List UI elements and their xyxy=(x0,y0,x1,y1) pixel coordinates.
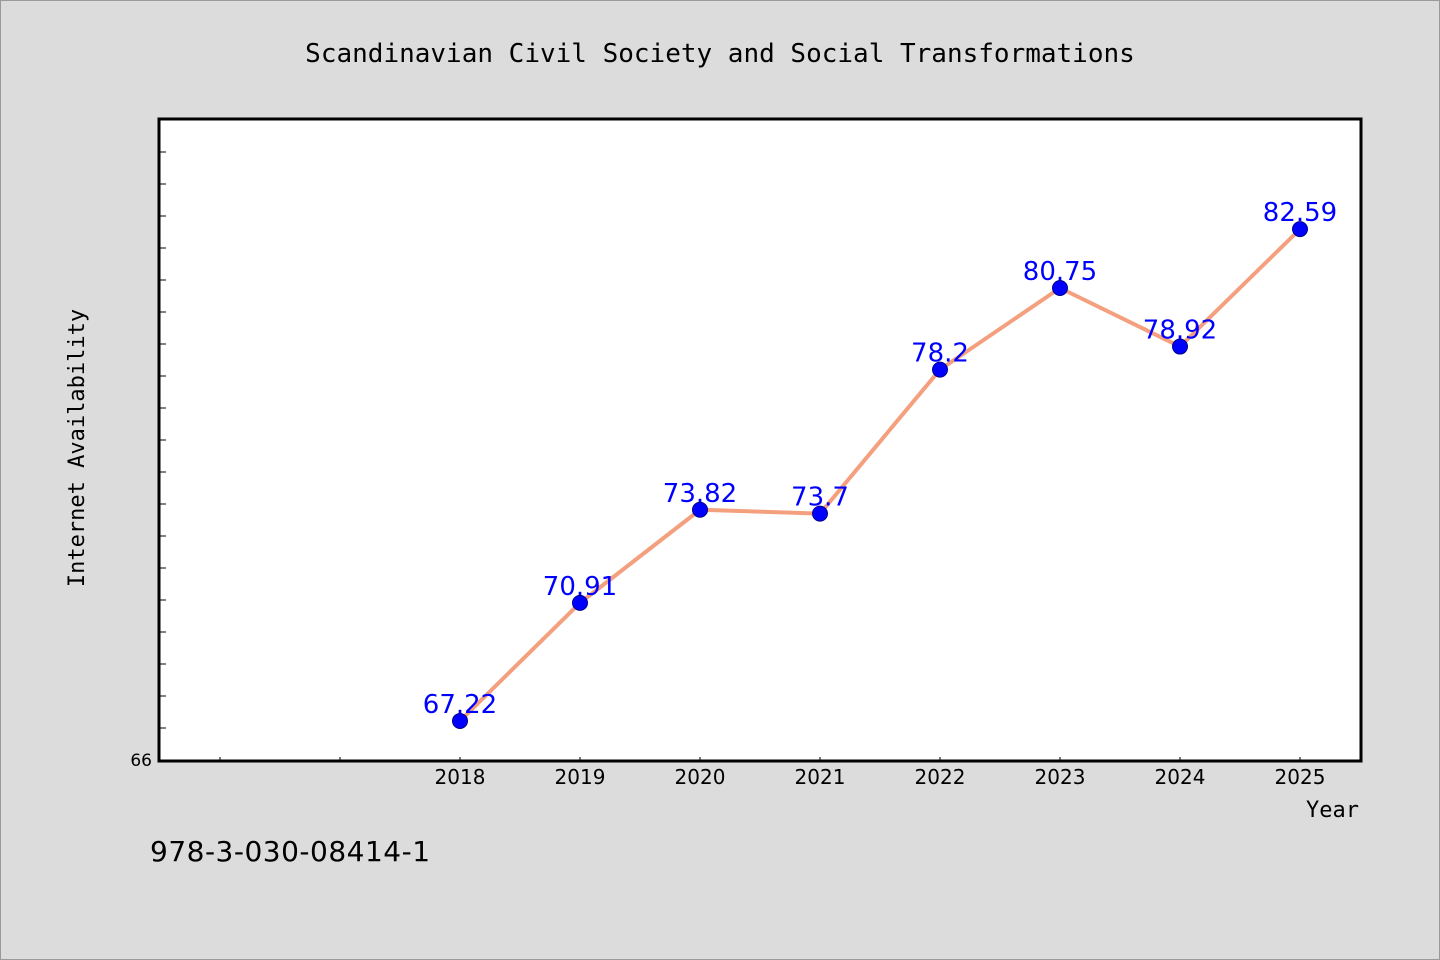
data-label: 73.7 xyxy=(791,483,849,513)
data-label: 78.2 xyxy=(911,339,969,369)
data-markers xyxy=(452,221,1308,729)
isbn-footnote: 978-3-030-08414-1 xyxy=(150,835,431,868)
chart-title: Scandinavian Civil Society and Social Tr… xyxy=(305,39,1135,69)
data-label: 82.59 xyxy=(1263,198,1337,228)
data-label: 67.22 xyxy=(423,690,497,720)
data-point xyxy=(1172,338,1188,355)
data-label: 80.75 xyxy=(1023,257,1097,287)
plot-area xyxy=(157,117,1363,763)
data-point xyxy=(452,712,468,729)
x-axis-label: Year xyxy=(1306,798,1359,823)
data-point xyxy=(572,594,588,611)
x-tick-label: 2020 xyxy=(675,765,726,789)
x-axis-ticks: 2018 2019 2020 2021 2022 2023 2024 2025 xyxy=(219,757,1326,789)
x-tick-label: 2025 xyxy=(1275,765,1326,789)
series-line xyxy=(458,227,1302,723)
data-point xyxy=(932,361,948,378)
y-axis-ticks: 66 xyxy=(130,151,166,771)
data-point xyxy=(1292,221,1308,238)
y-axis-label: Internet Availability xyxy=(65,309,90,587)
y-tick-label: 66 xyxy=(130,751,152,771)
x-tick-label: 2021 xyxy=(795,765,846,789)
x-tick-label: 2022 xyxy=(915,765,966,789)
data-label: 73.82 xyxy=(663,479,737,509)
data-point xyxy=(692,501,708,518)
x-tick-label: 2024 xyxy=(1155,765,1206,789)
x-tick-label: 2023 xyxy=(1035,765,1086,789)
data-labels: 67.22 70.91 73.82 73.7 78.2 80.75 78.92 82.59 xyxy=(423,198,1337,720)
data-label: 78.92 xyxy=(1143,316,1217,346)
x-tick-label: 2018 xyxy=(435,765,486,789)
data-label: 70.91 xyxy=(543,572,617,602)
data-point xyxy=(1052,280,1068,296)
data-point xyxy=(812,505,828,522)
x-tick-label: 2019 xyxy=(555,765,606,789)
